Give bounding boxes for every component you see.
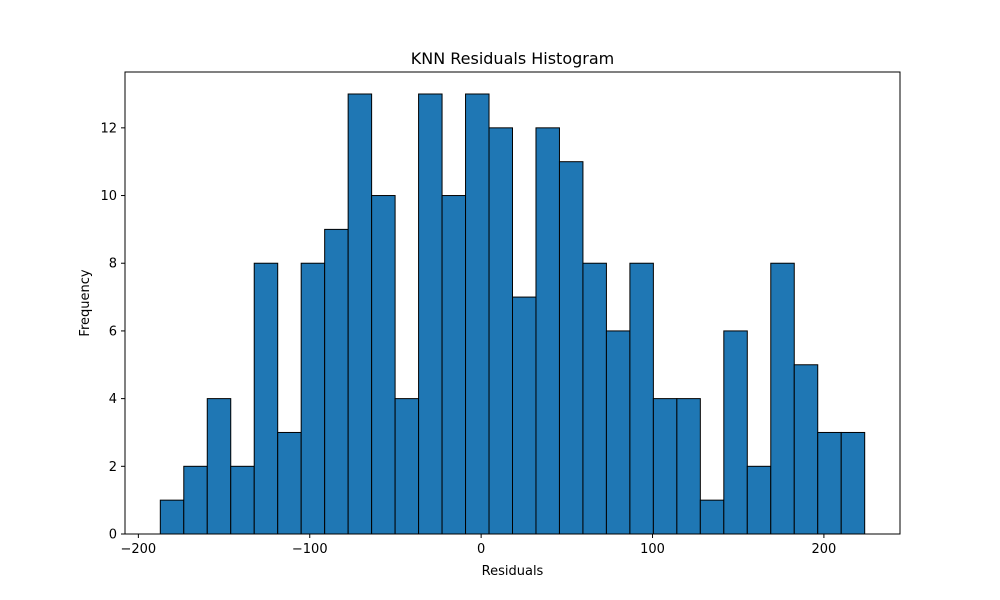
histogram-bar — [300, 262, 326, 535]
histogram-bar — [676, 398, 701, 535]
y-axis-label: Frequency — [78, 269, 93, 336]
x-tick-label: −200 — [121, 542, 157, 557]
histogram-bar — [253, 262, 279, 535]
histogram-bar — [699, 499, 725, 535]
histogram-bar — [371, 195, 396, 535]
y-tick-label: 10 — [100, 189, 117, 204]
y-tick-label: 4 — [109, 392, 117, 407]
bars-group — [159, 93, 866, 535]
y-tick-label: 12 — [100, 121, 117, 136]
x-axis-label: Residuals — [482, 564, 544, 579]
x-axis-ticks: −200 −100 0 100 200 — [121, 534, 836, 557]
histogram-bar — [723, 330, 748, 535]
chart-title: KNN Residuals Histogram — [411, 49, 615, 68]
histogram-bar — [840, 431, 866, 535]
histogram-bar — [418, 93, 443, 535]
y-axis-ticks: 0 2 4 6 8 10 12 — [100, 121, 125, 543]
y-tick-label: 0 — [109, 528, 117, 543]
histogram-bar — [793, 364, 819, 535]
histogram-bar — [230, 465, 255, 535]
histogram-bar — [746, 465, 772, 535]
plot-area-frame — [124, 71, 901, 535]
histogram-bar — [652, 398, 678, 535]
histogram-bar — [183, 465, 208, 535]
y-tick-label: 2 — [109, 460, 117, 475]
x-tick-label: 100 — [640, 542, 665, 557]
histogram-bar — [394, 398, 420, 535]
y-tick-label: 6 — [109, 324, 117, 339]
histogram-bar — [512, 296, 537, 535]
histogram-bar — [535, 127, 560, 535]
x-tick-label: 200 — [811, 542, 836, 557]
histogram-bar — [206, 398, 232, 535]
histogram-bar — [582, 262, 607, 535]
histogram-bar — [629, 262, 654, 535]
x-tick-label: −100 — [292, 542, 328, 557]
histogram-bar — [605, 330, 631, 535]
histogram-bar — [817, 431, 842, 535]
histogram-bar — [324, 228, 349, 535]
histogram-bar — [159, 499, 185, 535]
histogram-bar — [465, 93, 490, 535]
x-tick-label: 0 — [477, 542, 485, 557]
histogram-bar — [441, 195, 467, 535]
histogram-bar — [770, 262, 795, 535]
histogram-bar — [347, 93, 373, 535]
histogram-bar — [558, 161, 584, 535]
histogram-bar — [277, 431, 302, 535]
histogram-bar — [488, 127, 514, 535]
y-tick-label: 8 — [109, 257, 117, 272]
